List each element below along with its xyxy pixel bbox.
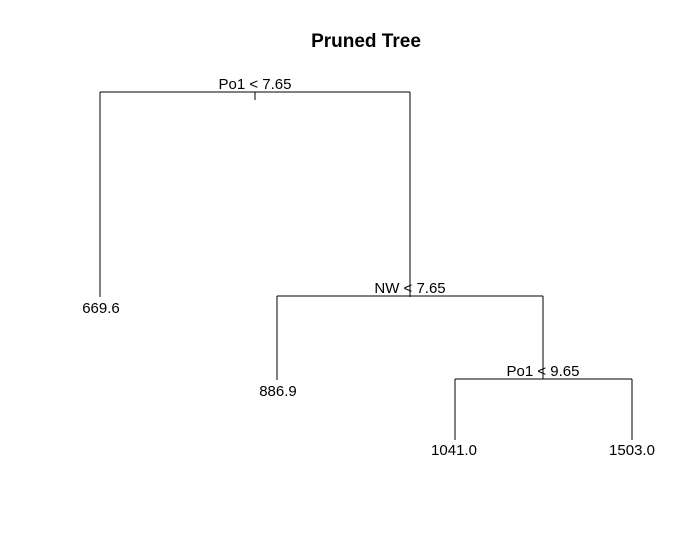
leaf-label: 1041.0 — [431, 442, 477, 459]
plot-title: Pruned Tree — [311, 31, 421, 52]
root-split-node: Po1 < 7.65 — [99, 76, 411, 297]
second-split-node: NW < 7.65 — [276, 280, 544, 380]
leaf-label: 1503.0 — [609, 442, 655, 459]
root-split-label: Po1 < 7.65 — [219, 76, 292, 93]
third-split-label: Po1 < 9.65 — [507, 363, 580, 380]
leaf-label: 669.6 — [82, 300, 120, 317]
second-split-label: NW < 7.65 — [374, 280, 445, 297]
leaf-label: 886.9 — [259, 383, 297, 400]
third-split-node: Po1 < 9.65 — [454, 363, 633, 440]
